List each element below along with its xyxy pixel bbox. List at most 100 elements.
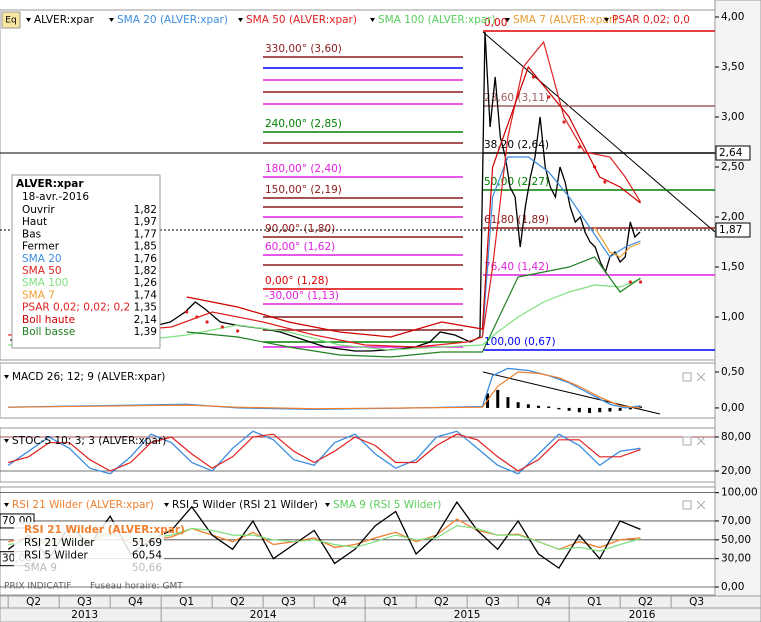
histogram-bar	[618, 407, 622, 411]
year-label: 2014	[250, 609, 277, 621]
series-line	[8, 371, 641, 410]
y-tick-label: 4,00	[721, 11, 744, 23]
legend-dropdown[interactable]	[4, 439, 9, 443]
info-box	[11, 174, 161, 349]
panel-maximize[interactable]	[682, 372, 692, 382]
fib-label: 0,00	[484, 17, 507, 29]
quarter-label: Q2	[230, 596, 245, 608]
fib-label: 38,20 (2,64)	[484, 139, 549, 151]
legend-item[interactable]: SMA 7 (ALVER:xpar)	[513, 14, 617, 26]
info-label: RSI 5 Wilder	[24, 550, 89, 562]
info-value: 1,39	[134, 326, 157, 338]
info-label: Fermer	[22, 241, 60, 253]
legend-dropdown[interactable]	[604, 18, 609, 22]
fib-label: 76,40 (1,42)	[484, 261, 549, 273]
histogram-bar	[598, 407, 602, 413]
gann-label: 60,00° (1,62)	[265, 241, 335, 253]
panel-close[interactable]	[696, 372, 706, 382]
histogram-bar	[639, 406, 643, 408]
legend-dropdown[interactable]	[164, 503, 169, 507]
series-line	[186, 65, 641, 338]
info-label: Boll haute	[22, 314, 75, 326]
psar-dot	[205, 320, 209, 324]
y-tick-label: 30,00	[721, 553, 751, 565]
panel-close[interactable]	[696, 500, 706, 510]
quarter-label: Q3	[281, 596, 296, 608]
trend-line	[482, 31, 716, 233]
symbol-icon-text: Eq	[5, 16, 16, 26]
legend-item[interactable]: ALVER:xpar	[34, 14, 95, 26]
legend-item[interactable]: SMA 100 (ALVER:xpar)	[378, 14, 496, 26]
info-label: SMA 20	[22, 253, 62, 265]
histogram-bar	[588, 407, 592, 413]
psar-dot	[236, 329, 240, 333]
psar-dot	[547, 95, 551, 99]
psar-dot	[195, 315, 199, 319]
legend-dropdown[interactable]	[505, 18, 510, 22]
histogram-bar	[628, 407, 632, 410]
info-value: 50,66	[132, 562, 162, 574]
info-box	[14, 522, 164, 572]
psar-dot	[628, 280, 632, 284]
quarter-label: Q4	[128, 596, 143, 608]
legend-dropdown[interactable]	[26, 18, 31, 22]
series-line	[10, 31, 641, 352]
panel-maximize[interactable]	[682, 436, 692, 446]
legend-item[interactable]: SMA 9 (RSI 5 Wilder)	[333, 499, 441, 511]
y-tick-label: 2,00	[721, 211, 744, 223]
legend-dropdown[interactable]	[238, 18, 243, 22]
info-label: SMA 9	[24, 562, 57, 574]
info-value: 1,97	[134, 216, 157, 228]
year-label: 2013	[71, 609, 98, 621]
panel-close[interactable]	[696, 436, 706, 446]
histogram-bar	[577, 407, 581, 413]
info-value: 1,82	[134, 265, 157, 277]
year-label: 2015	[454, 609, 481, 621]
info-label: SMA 7	[22, 289, 55, 301]
gann-label: 330,00° (3,60)	[265, 43, 342, 55]
legend-item[interactable]: SMA 50 (ALVER:xpar)	[246, 14, 357, 26]
legend-item[interactable]: SMA 20 (ALVER:xpar)	[117, 14, 228, 26]
y-tick-label: 0,00	[721, 581, 744, 593]
price-marker-label: 1,87	[719, 224, 742, 236]
info-label: Boll basse	[22, 326, 75, 338]
legend-dropdown[interactable]	[4, 375, 9, 379]
fib-label: 61,80 (1,89)	[484, 214, 549, 226]
psar-dot	[185, 310, 189, 314]
panel-maximize[interactable]	[682, 500, 692, 510]
psar-dot	[638, 280, 643, 284]
info-label: Bas	[22, 228, 41, 240]
psar-dot	[531, 75, 536, 79]
y-tick-label: 1,00	[721, 311, 744, 323]
quarter-label: Q3	[689, 596, 704, 608]
gann-label: -30,00° (1,13)	[265, 290, 339, 302]
legend-item[interactable]: RSI 5 Wilder (RSI 21 Wilder)	[172, 499, 318, 511]
legend-dropdown[interactable]	[370, 18, 375, 22]
info-label: Ouvrir	[22, 204, 55, 216]
legend-item[interactable]: STOC-S 10; 3; 3 (ALVER:xpar)	[12, 435, 166, 447]
psar-dot	[562, 120, 566, 124]
legend-item[interactable]: RSI 21 Wilder (ALVER:xpar)	[12, 499, 154, 511]
series-line	[594, 226, 641, 258]
info-value: 1,76	[134, 253, 158, 265]
series-line	[8, 433, 641, 472]
info-value: 51,69	[132, 537, 162, 549]
info-value: 1,35	[134, 302, 157, 314]
legend-item[interactable]: PSAR 0,02; 0,0	[612, 14, 690, 26]
legend-dropdown[interactable]	[4, 503, 9, 507]
histogram-bar	[557, 407, 561, 410]
info-title: RSI 21 Wilder (ALVER:xpar)	[24, 524, 185, 536]
quarter-label: Q1	[179, 596, 194, 608]
legend-dropdown[interactable]	[109, 18, 114, 22]
legend-dropdown[interactable]	[325, 503, 330, 507]
y-tick-label: 20,00	[721, 465, 751, 477]
histogram-bar	[506, 397, 510, 408]
legend-item[interactable]: MACD 26; 12; 9 (ALVER:xpar)	[12, 371, 165, 383]
histogram-bar	[516, 402, 520, 408]
quarter-label: Q4	[332, 596, 347, 608]
series-line	[186, 256, 641, 358]
info-date: 18-avr.-2016	[22, 191, 89, 203]
info-value: 1,85	[134, 241, 157, 253]
symbol-icon[interactable]	[1, 11, 21, 29]
